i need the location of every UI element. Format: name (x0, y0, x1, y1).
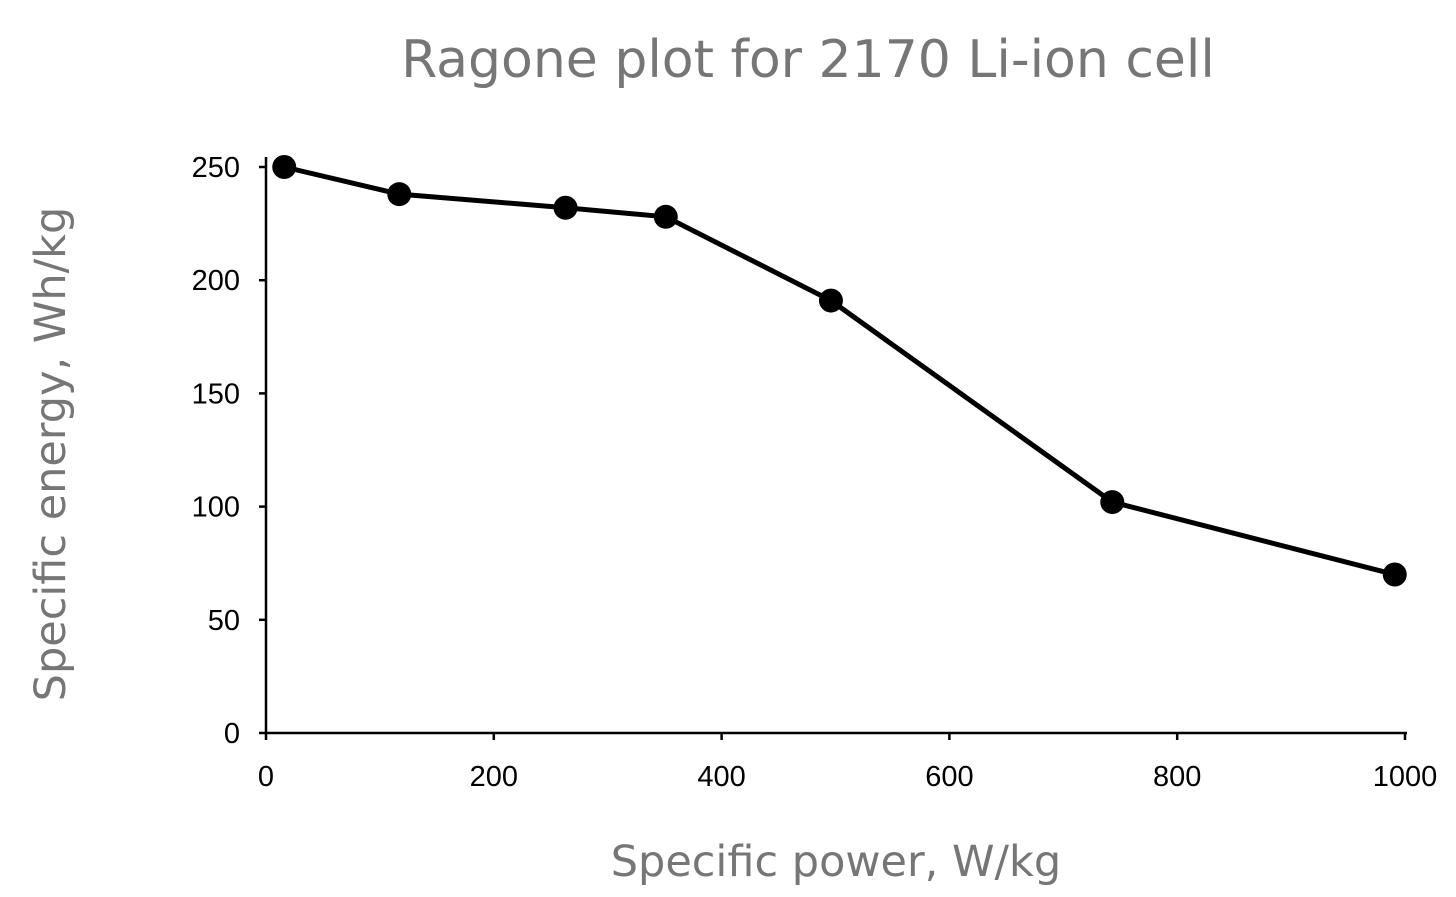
chart-title: Ragone plot for 2170 Li-ion cell (401, 30, 1215, 90)
y-axis-ticks: 0 50 100 150 200 250 (192, 152, 266, 750)
y-tick-label: 200 (192, 265, 240, 297)
data-point (553, 195, 578, 220)
data-point (1382, 562, 1407, 587)
x-axis-title: Specific power, W/kg (611, 837, 1061, 887)
x-tick-label: 800 (1153, 761, 1201, 793)
x-tick-label: 0 (258, 761, 274, 793)
y-tick-label: 250 (192, 152, 240, 184)
x-tick-label: 200 (470, 761, 518, 793)
series-line (283, 164, 1396, 577)
data-point (653, 204, 678, 229)
y-axis-title: Specific energy, Wh/kg (26, 207, 76, 702)
y-tick-label: 50 (208, 605, 240, 637)
data-point (818, 288, 843, 313)
y-tick-label: 100 (192, 492, 240, 524)
data-series (272, 155, 1407, 587)
data-point (1100, 490, 1125, 515)
data-point (272, 155, 297, 179)
x-tick-label: 400 (697, 761, 745, 793)
x-tick-label: 600 (925, 761, 973, 793)
y-tick-label: 0 (224, 718, 240, 750)
y-tick-label: 150 (192, 378, 240, 410)
data-point (387, 182, 412, 207)
axes (264, 157, 1407, 735)
x-axis-ticks: 0 200 400 600 800 1000 (258, 733, 1437, 793)
x-tick-label: 1000 (1373, 761, 1438, 793)
